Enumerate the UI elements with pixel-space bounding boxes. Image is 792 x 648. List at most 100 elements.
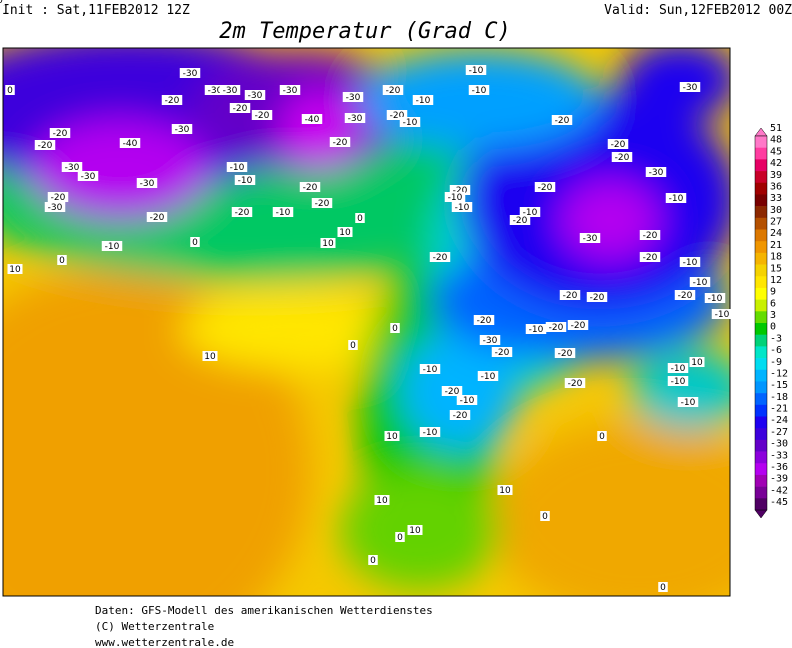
contour-label: -30	[65, 163, 80, 173]
contour-label: -30	[583, 234, 598, 244]
colorbar-swatch	[755, 498, 767, 511]
colorbar-label: -33	[770, 450, 788, 461]
colorbar-label: -21	[770, 404, 788, 415]
contour-label: -10	[276, 208, 291, 218]
colorbar-label: 24	[770, 228, 782, 239]
init-time: Init : Sat,11FEB2012 12Z	[2, 3, 190, 18]
contour-label-box	[119, 138, 141, 148]
colorbar-swatch	[755, 451, 767, 464]
colorbar-swatch	[755, 287, 767, 300]
contour-label-box	[465, 65, 487, 75]
contour-label: -20	[558, 349, 573, 359]
colorbar-swatch	[755, 369, 767, 382]
contour-label-box	[477, 371, 499, 381]
contour-label: -30	[208, 86, 223, 96]
contour-label: -30	[140, 179, 155, 189]
colorbar-label: 30	[770, 205, 782, 216]
colorbar-tip	[754, 509, 768, 519]
contour-label-box	[136, 178, 158, 188]
contour-label: -10	[529, 325, 544, 335]
contour-label: -20	[643, 253, 658, 263]
contour-label: -20	[386, 86, 401, 96]
contour-label-box	[101, 241, 123, 251]
contour-label: 10	[409, 526, 421, 536]
contour-label: -10	[469, 66, 484, 76]
colorbar-swatch	[755, 439, 767, 452]
contour-label-box	[202, 351, 218, 361]
contour-label: -10	[423, 428, 438, 438]
contour-label-box	[61, 162, 83, 172]
colorbar-label: 15	[770, 263, 782, 274]
contour-label: -20	[555, 116, 570, 126]
colorbar-label: -39	[770, 474, 788, 485]
colorbar-swatch	[755, 358, 767, 371]
contour-label-box	[639, 252, 661, 262]
footer-line: Daten: GFS-Modell des amerikanischen Wet…	[95, 604, 433, 617]
contour-label-box	[545, 322, 567, 332]
contour-label-box	[320, 238, 336, 248]
contour-label-box	[279, 85, 301, 95]
colorbar-swatch	[755, 416, 767, 429]
contour-label-box	[251, 110, 273, 120]
colorbar-label: 36	[770, 181, 782, 192]
contour-label-box	[419, 427, 441, 437]
contour-label: -10	[460, 396, 475, 406]
colorbar-label: 45	[770, 146, 782, 157]
contour-label: 0	[350, 341, 356, 351]
colorbar-swatch	[755, 311, 767, 324]
contour-label: -20	[513, 216, 528, 226]
colorbar-swatch	[755, 486, 767, 499]
colorbar-label: -36	[770, 462, 788, 473]
colorbar-label: -9	[770, 357, 782, 368]
colorbar-label: -6	[770, 345, 782, 356]
colorbar-swatch	[755, 334, 767, 347]
contour-label-box	[567, 320, 589, 330]
colorbar-swatch	[755, 171, 767, 184]
colorbar-swatch	[755, 229, 767, 242]
contour-label: -10	[416, 96, 431, 106]
footer-line: (C) Wetterzentrale	[95, 620, 214, 633]
contour-label-box	[49, 128, 71, 138]
contour-label-box	[586, 292, 608, 302]
contour-label: 10	[339, 228, 351, 238]
contour-label: -20	[590, 293, 605, 303]
contour-label-box	[429, 252, 451, 262]
contour-label: -20	[563, 291, 578, 301]
colorbar-swatch	[755, 474, 767, 487]
contour-label-box	[226, 162, 248, 172]
contour-label-box	[551, 115, 573, 125]
contour-label-box	[301, 114, 323, 124]
contour-label: -10	[681, 398, 696, 408]
contour-label-box	[190, 237, 200, 247]
colorbar-swatch	[755, 182, 767, 195]
colorbar-swatch	[755, 136, 767, 148]
contour-label-box	[473, 315, 495, 325]
contour-label-box	[219, 85, 241, 95]
colorbar-label: 51	[770, 123, 782, 134]
contour-label: -10	[715, 310, 730, 320]
contour-label: -20	[453, 186, 468, 196]
contour-label: 10	[322, 239, 334, 249]
contour-label-box	[368, 555, 378, 565]
contour-label-box	[559, 290, 581, 300]
contour-label: 10	[386, 432, 398, 442]
colorbar-label: -42	[770, 485, 788, 496]
contour-label-box	[272, 207, 294, 217]
contour-label-box	[468, 85, 490, 95]
contour-labels: -30-30-20-20-20-30-30-40-30-20-30-20-100…	[0, 0, 730, 593]
contour-label: -20	[611, 140, 626, 150]
colorbar-label: 18	[770, 252, 782, 263]
contour-label: 0	[357, 214, 363, 224]
footer-line: www.wetterzentrale.de	[95, 636, 234, 648]
contour-label-box	[607, 139, 629, 149]
contour-label: 10	[376, 496, 388, 506]
contour-label: -30	[683, 83, 698, 93]
colorbar-swatch	[755, 323, 767, 335]
contour-label-box	[412, 95, 434, 105]
contour-label-box	[299, 182, 321, 192]
contour-label: -40	[305, 115, 320, 125]
temperature-map	[3, 48, 730, 596]
contour-label-box	[689, 277, 711, 287]
colorbar-label: 39	[770, 170, 782, 181]
contour-label-box	[204, 85, 226, 95]
